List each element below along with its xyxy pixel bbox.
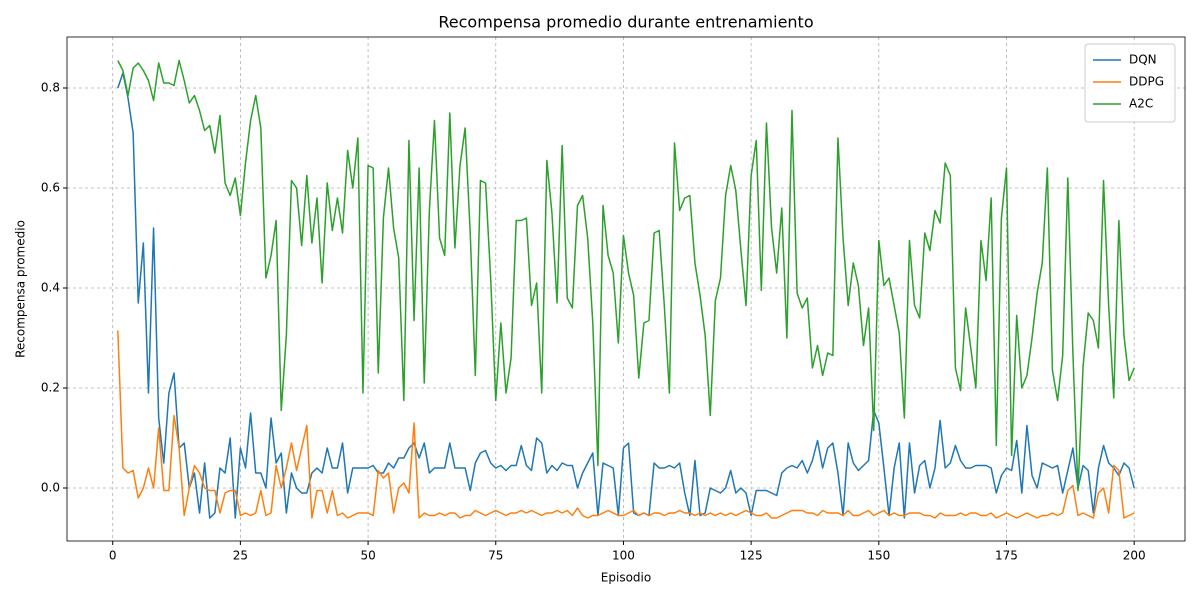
legend: DQN DDPG A2C	[1084, 43, 1176, 123]
x-tick-label: 125	[740, 549, 763, 563]
series-line	[117, 59, 1135, 492]
x-tick-label: 50	[360, 549, 375, 563]
x-tick-label: 175	[995, 549, 1018, 563]
y-axis-label: Recompensa promedio	[14, 220, 28, 358]
legend-box	[1084, 43, 1176, 123]
y-tick-label: 0.0	[41, 481, 60, 495]
x-tick-label: 150	[867, 549, 890, 563]
x-tick-label: 75	[488, 549, 503, 563]
plot-frame	[66, 36, 1186, 542]
legend-label: A2C	[1129, 97, 1153, 111]
series-line	[117, 330, 1135, 519]
y-tick-label: 0.4	[41, 281, 60, 295]
chart-title: Recompensa promedio durante entrenamient…	[438, 13, 813, 32]
y-tick-label: 0.8	[41, 81, 60, 95]
x-tick-label: 0	[109, 549, 117, 563]
x-tick-label: 200	[1123, 549, 1146, 563]
x-tick-label: 100	[612, 549, 635, 563]
x-axis-label: Episodio	[601, 571, 651, 585]
x-tick-label: 25	[233, 549, 248, 563]
y-tick-label: 0.6	[41, 181, 60, 195]
series-line	[117, 72, 1135, 519]
y-tick-label: 0.2	[41, 381, 60, 395]
legend-label: DQN	[1129, 53, 1157, 67]
legend-label: DDPG	[1129, 75, 1164, 89]
